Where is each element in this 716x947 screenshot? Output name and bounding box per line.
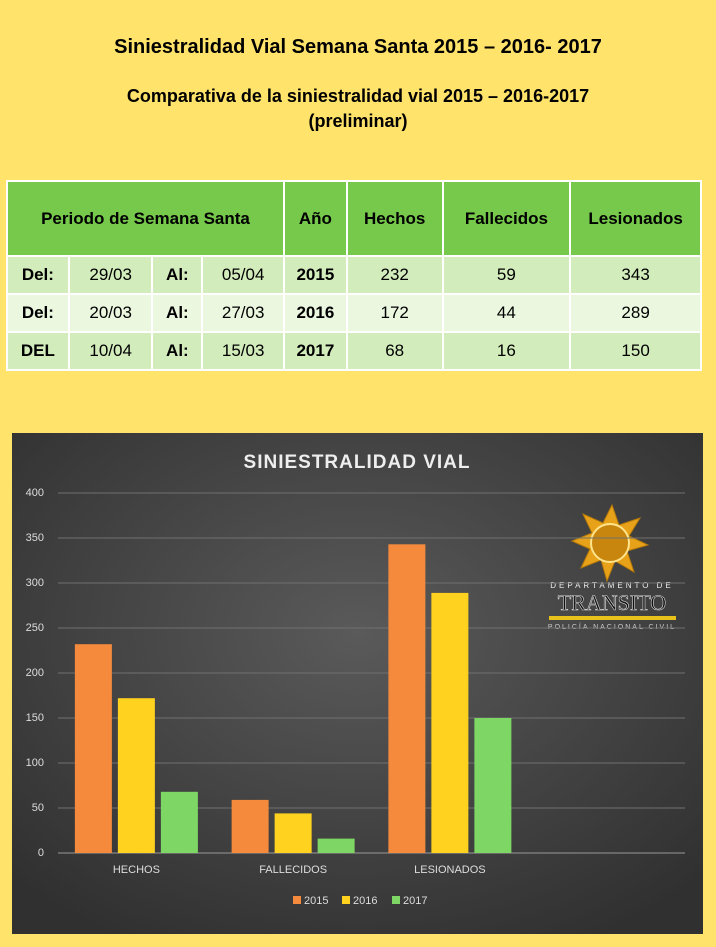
bar	[474, 718, 512, 853]
y-tick-label: 400	[26, 487, 44, 499]
legend-swatch	[293, 896, 301, 904]
legend-label: 2016	[353, 895, 377, 907]
legend-label: 2015	[304, 895, 328, 907]
table-cell: 27/03	[201, 293, 285, 333]
logo-text: DEPARTAMENTO DE	[550, 581, 674, 590]
table-cell: 59	[441, 255, 572, 295]
bar	[117, 698, 155, 853]
y-tick-label: 0	[38, 847, 44, 859]
table-cell: 20/03	[67, 293, 154, 333]
y-tick-label: 250	[26, 622, 44, 634]
table-cell: 2017	[282, 331, 348, 371]
logo-text: POLICÍA NACIONAL CIVIL	[548, 622, 676, 631]
y-tick-label: 50	[32, 802, 44, 814]
data-table: Periodo de Semana Santa Año Hechos Falle…	[6, 180, 702, 371]
table-cell: Al:	[151, 331, 204, 371]
y-tick-label: 200	[26, 667, 44, 679]
y-tick-label: 150	[26, 712, 44, 724]
table-cell: DEL	[6, 331, 70, 371]
bar	[431, 592, 469, 853]
table-cell: Del:	[6, 293, 70, 333]
bar	[274, 813, 312, 853]
bar	[160, 791, 198, 853]
table-cell: 68	[345, 331, 444, 371]
table-cell: 10/04	[67, 331, 154, 371]
logo-seal	[590, 523, 630, 563]
header-cell: Año	[282, 180, 348, 257]
header-cell: Hechos	[345, 180, 444, 257]
x-tick-label: HECHOS	[113, 864, 160, 876]
bar	[317, 838, 355, 853]
bar	[74, 644, 112, 853]
logo: DEPARTAMENTO DE TRANSITO POLICÍA NACIONA…	[548, 503, 676, 631]
chart-background	[12, 433, 703, 934]
x-tick-label: FALLECIDOS	[259, 864, 327, 876]
table-row: Del: 20/03 Al: 27/03 2016 172 44 289	[6, 293, 702, 333]
y-tick-label: 300	[26, 577, 44, 589]
table-row: Del: 29/03 Al: 05/04 2015 232 59 343	[6, 255, 702, 295]
bar	[231, 799, 269, 853]
table-cell: Al:	[151, 255, 204, 295]
table-cell: 289	[569, 293, 702, 333]
subtitle: (preliminar)	[308, 111, 408, 131]
chart: SINIESTRALIDAD VIAL DEPARTAMENTO DE TRAN…	[12, 433, 703, 934]
bar	[388, 544, 426, 853]
y-tick-label: 100	[26, 757, 44, 769]
table-cell: 44	[441, 293, 572, 333]
table-cell: 232	[345, 255, 444, 295]
header-row: Periodo de Semana Santa Año Hechos Falle…	[6, 180, 702, 257]
table-cell: 16	[441, 331, 572, 371]
x-tick-label: LESIONADOS	[414, 864, 486, 876]
table-cell: 2016	[282, 293, 348, 333]
header-cell: Fallecidos	[441, 180, 572, 257]
chart-title: SINIESTRALIDAD VIAL	[244, 452, 471, 473]
title: Siniestralidad Vial Semana Santa 2015 – …	[114, 36, 602, 58]
table-cell: 343	[569, 255, 702, 295]
legend-label: 2017	[403, 895, 427, 907]
legend-swatch	[392, 896, 400, 904]
logo-text: TRANSITO	[558, 590, 666, 615]
table-cell: 15/03	[201, 331, 285, 371]
y-tick-label: 350	[26, 532, 44, 544]
table-cell: 2015	[282, 255, 348, 295]
header-cell: Periodo de Semana Santa	[6, 180, 285, 257]
legend-swatch	[342, 896, 350, 904]
table-cell: Al:	[151, 293, 204, 333]
header-cell: Lesionados	[569, 180, 702, 257]
table-row: DEL 10/04 Al: 15/03 2017 68 16 150	[6, 331, 702, 371]
logo-stripe	[549, 616, 676, 620]
table-cell: 172	[345, 293, 444, 333]
table-cell: Del:	[6, 255, 70, 295]
table-cell: 05/04	[201, 255, 285, 295]
table-cell: 29/03	[67, 255, 154, 295]
subtitle: Comparativa de la siniestralidad vial 20…	[126, 86, 590, 106]
table-cell: 150	[569, 331, 702, 371]
